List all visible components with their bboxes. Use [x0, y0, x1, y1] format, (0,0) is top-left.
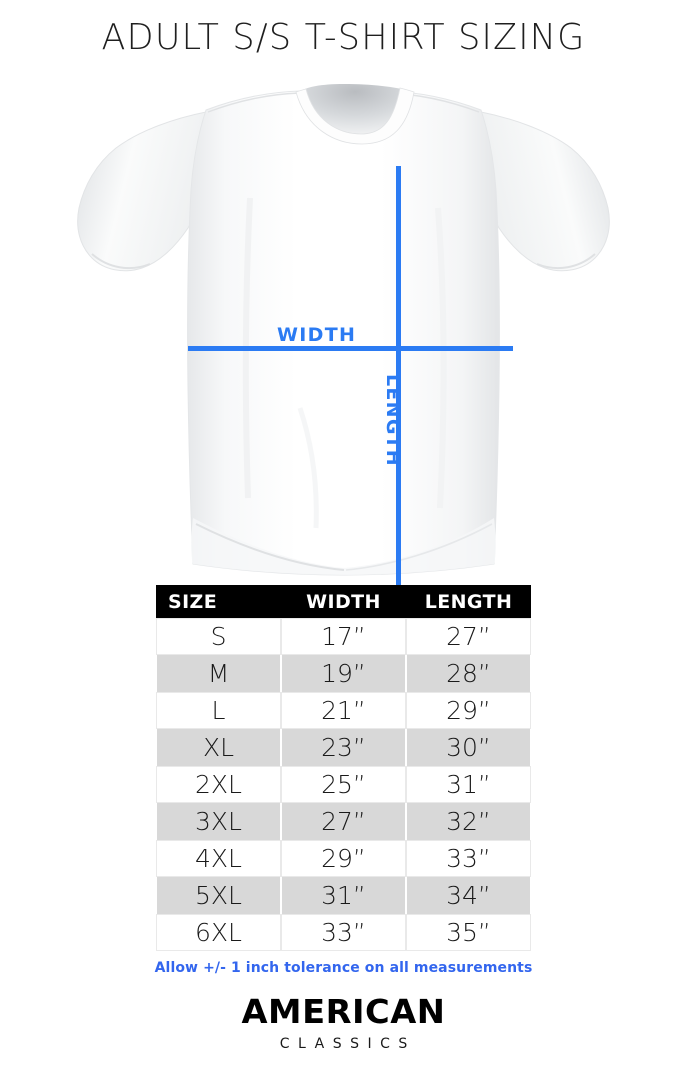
column-header-width: WIDTH [281, 585, 406, 618]
cell-size: 6XL [155, 914, 282, 951]
width-measure-line [188, 346, 513, 351]
cell-size: M [155, 655, 282, 692]
table-row: 3XL 27” 32” [155, 803, 532, 840]
cell-width: 25” [280, 766, 407, 803]
cell-width: 27” [280, 803, 407, 840]
table-row: L 21” 29” [155, 692, 532, 729]
length-label: LENGTH [382, 374, 404, 467]
cell-length: 28” [405, 655, 532, 692]
cell-width: 19” [280, 655, 407, 692]
cell-width: 31” [280, 877, 407, 914]
table-row: 6XL 33” 35” [155, 914, 532, 951]
cell-length: 30” [405, 729, 532, 766]
tshirt-illustration [77, 84, 610, 576]
cell-size: 4XL [155, 840, 282, 877]
cell-length: 29” [405, 692, 532, 729]
cell-length: 34” [405, 877, 532, 914]
cell-width: 21” [280, 692, 407, 729]
table-header-row: SIZE WIDTH LENGTH [156, 585, 531, 618]
table-row: 2XL 25” 31” [155, 766, 532, 803]
table-body: S 17” 27” M 19” 28” L 21” 29” XL 23” 30”… [155, 618, 532, 951]
length-measure-line [396, 166, 401, 649]
table-row: 4XL 29” 33” [155, 840, 532, 877]
cell-size: L [155, 692, 282, 729]
brand-tagline: CLASSICS [279, 1035, 416, 1052]
cell-length: 27” [405, 618, 532, 655]
width-label: WIDTH [277, 324, 357, 346]
page-title: ADULT S/S T-SHIRT SIZING [101, 17, 586, 59]
tshirt-diagram: WIDTH LENGTH [0, 78, 687, 649]
column-header-size: SIZE [156, 585, 281, 618]
cell-width: 33” [280, 914, 407, 951]
cell-size: 3XL [155, 803, 282, 840]
cell-size: 2XL [155, 766, 282, 803]
brand-name: AMERICAN [241, 992, 446, 1031]
table-row: M 19” 28” [155, 655, 532, 692]
size-chart-table: SIZE WIDTH LENGTH S 17” 27” M 19” 28” L … [155, 585, 532, 951]
cell-length: 35” [405, 914, 532, 951]
table-row: 5XL 31” 34” [155, 877, 532, 914]
brand-logo: AMERICAN CLASSICS [0, 992, 687, 1052]
column-header-length: LENGTH [406, 585, 531, 618]
table-header: SIZE WIDTH LENGTH [156, 585, 531, 618]
cell-width: 17” [280, 618, 407, 655]
cell-size: 5XL [155, 877, 282, 914]
cell-length: 31” [405, 766, 532, 803]
table-row: XL 23” 30” [155, 729, 532, 766]
cell-size: XL [155, 729, 282, 766]
cell-length: 32” [405, 803, 532, 840]
cell-length: 33” [405, 840, 532, 877]
tolerance-note: Allow +/- 1 inch tolerance on all measur… [154, 960, 533, 976]
cell-size: S [155, 618, 282, 655]
cell-width: 29” [280, 840, 407, 877]
cell-width: 23” [280, 729, 407, 766]
table-row: S 17” 27” [155, 618, 532, 655]
